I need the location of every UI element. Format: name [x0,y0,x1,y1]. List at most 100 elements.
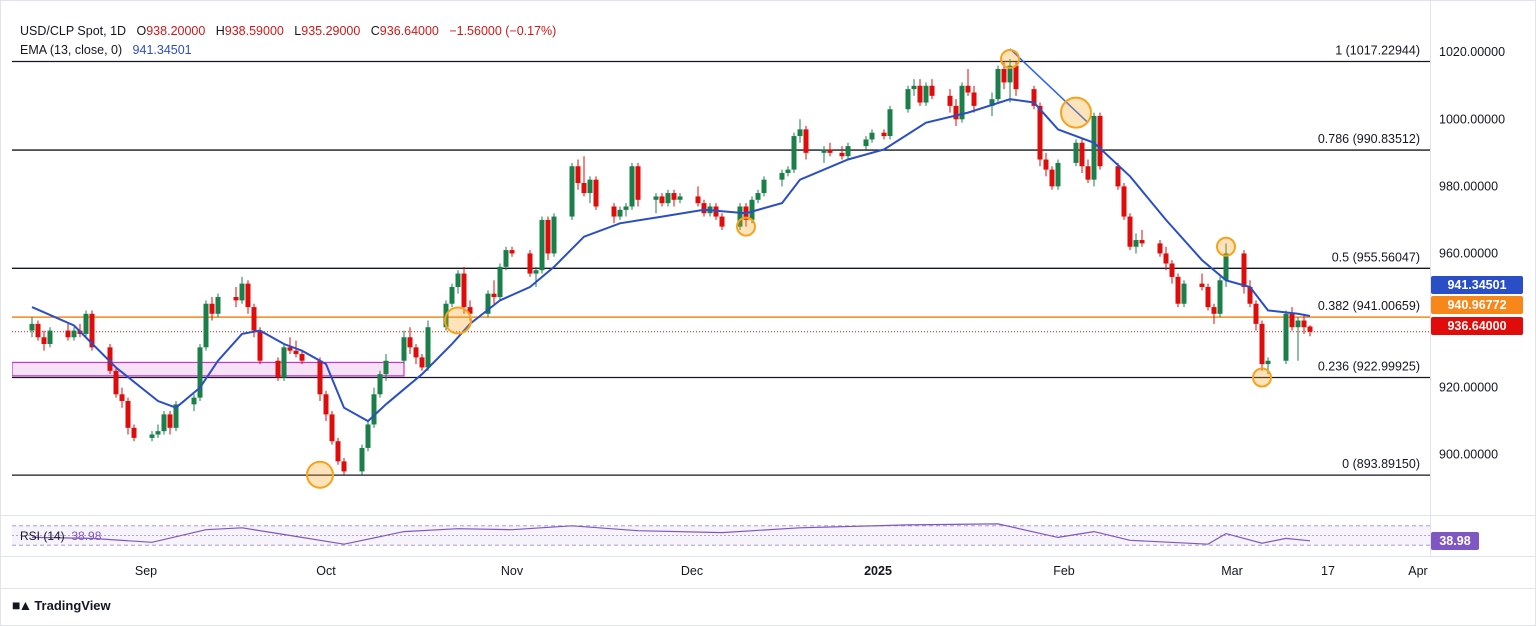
low-value: 935.29000 [301,24,361,38]
candle [65,323,71,341]
candle [1283,310,1289,365]
candle [617,206,623,220]
candle [545,216,551,261]
candle-body [719,216,725,227]
last-price-label: 936.64000 [1431,317,1523,335]
highlight-marker [736,216,756,237]
candle-body [1259,323,1265,365]
candle-body [989,99,995,106]
candle-body [797,129,803,137]
candle-body [1157,243,1163,254]
candle [29,317,35,338]
candle [377,370,383,398]
candle-body [191,397,197,405]
candle-body [749,199,755,220]
candle-body [1169,263,1175,277]
candle-body [827,149,833,153]
candle [779,169,785,187]
candle-body [1223,253,1229,281]
candle-body [485,293,491,314]
candle-body [911,85,917,90]
candle-body [1199,283,1205,287]
brand-name: TradingView [34,597,111,613]
candle-body [1265,360,1271,365]
candle [215,293,221,318]
candle [1127,213,1133,251]
rsi-value-label: 38.98 [1431,532,1479,550]
candle-body [1079,142,1085,167]
candle-body [677,196,683,200]
candle [581,156,587,197]
candle [1181,280,1187,308]
candle [845,142,851,160]
tradingview-logo[interactable]: ■▲ TradingView [12,597,111,613]
candle [785,166,791,177]
candle [593,176,599,210]
candle [371,387,377,428]
x-tick-label: Oct [316,564,336,578]
candle-body [1031,89,1037,106]
candle-body [863,139,869,147]
ema-row: EMA (13, close, 0) 941.34501 [20,41,556,60]
candle-body [467,307,473,314]
candle [1163,246,1169,271]
candle-body [965,85,971,93]
candle-body [503,250,509,267]
candle [1175,273,1181,308]
candle-body [1283,313,1289,361]
candle-body [923,85,929,103]
candle [233,286,239,308]
candle-body [323,394,329,415]
candle [659,193,665,207]
candle-body [959,85,965,120]
highlight-marker [1000,48,1020,69]
candle-body [377,374,383,395]
candle-body [461,273,467,308]
y-tick-label: 980.00000 [1439,179,1498,193]
candle-body [947,95,953,106]
candle [1037,102,1043,167]
candle-body [785,169,791,173]
ema-value: 941.34501 [132,43,192,57]
highlight-marker [306,460,334,489]
candle [365,421,371,452]
candle [1079,139,1085,173]
candle [1247,280,1253,308]
candle-body [1217,280,1223,314]
candle [1049,166,1055,190]
candle-body [335,441,341,462]
candle [335,437,341,465]
candle-body [107,347,113,371]
candle-body [455,273,461,287]
chart-legend: USD/CLP Spot, 1D O938.20000 H938.59000 L… [20,22,556,60]
candle [509,246,515,257]
candle [245,280,251,314]
candle-body [1049,169,1055,187]
candle-body [1175,276,1181,304]
candle [407,327,413,355]
candle [905,85,911,113]
candle-body [341,461,347,472]
candle-body [197,347,203,398]
rsi-line [31,523,1311,545]
candle [71,327,77,341]
candle-body [611,206,617,217]
candle-body [761,179,767,194]
change-value: −1.56000 (−0.17%) [449,24,557,38]
open-value: 938.20000 [146,24,206,38]
candle-body [113,370,119,395]
candle-body [257,330,263,361]
highlight-marker [444,306,472,335]
candle-body [509,250,515,254]
candle-body [581,183,587,194]
candle-body [995,69,1001,100]
candle [887,105,893,140]
candle-body [125,400,131,428]
x-tick-label: 2025 [864,564,892,578]
candle-body [281,347,287,378]
candle [1157,240,1163,257]
candle-body [1085,166,1091,180]
candle [1031,85,1037,110]
candle-body [365,424,371,448]
